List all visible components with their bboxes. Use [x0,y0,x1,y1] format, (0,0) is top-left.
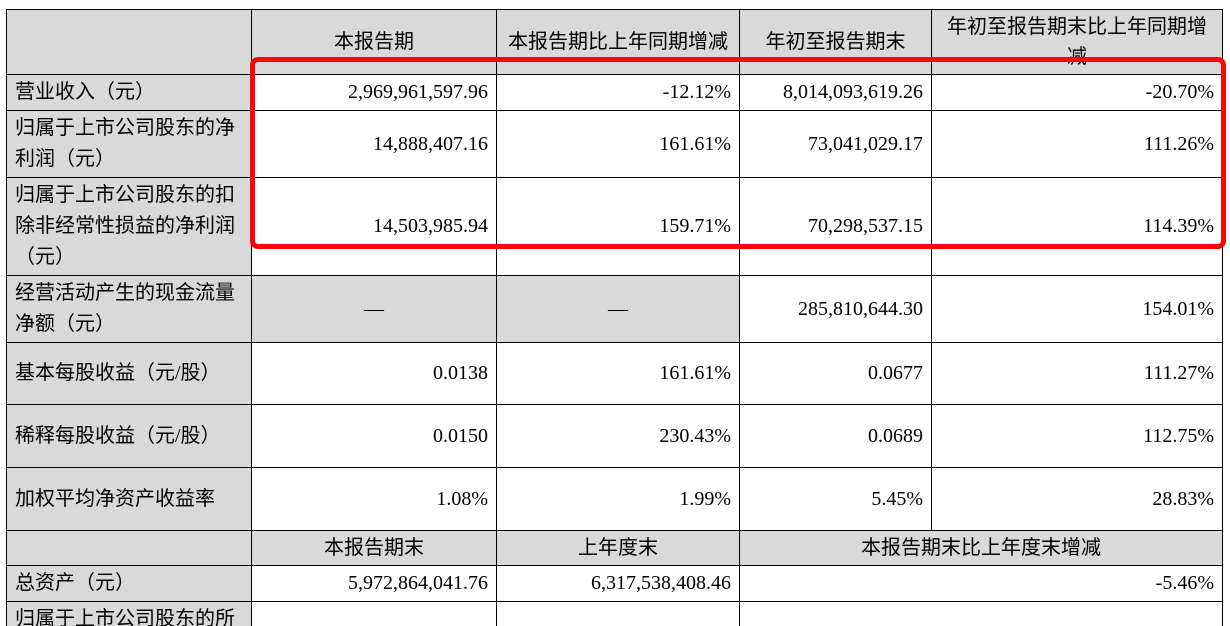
value-period-end: 1,555,023,681.20 [251,601,497,626]
row-label: 归属于上市公司股东的所有者权益（元） [6,601,252,626]
value-ytd-yoy: 28.83% [931,467,1223,531]
value-prev-year-end: 1,481,981,607.33 [496,601,740,626]
value-period-end: 5,972,864,041.76 [251,565,497,602]
table-header-row: 本报告期 本报告期比上年同期增减 年初至报告期末 年初至报告期末比上年同期增减 [6,9,1223,75]
table-subheader-row: 本报告期末 上年度末 本报告期末比上年度末增减 [6,530,1223,566]
subheader-period-end-vs-prev: 本报告期末比上年度末增减 [739,530,1223,566]
row-label: 营业收入（元） [6,74,252,111]
row-label: 经营活动产生的现金流量净额（元） [6,275,252,343]
value-yoy: 230.43% [496,404,740,468]
header-corner-cell [6,9,252,75]
row-label: 加权平均净资产收益率 [6,467,252,531]
header-ytd: 年初至报告期末 [739,9,932,75]
row-label: 稀释每股收益（元/股） [6,404,252,468]
table-row: 归属于上市公司股东的扣除非经常性损益的净利润（元） 14,503,985.94 … [6,177,1223,276]
table-row: 归属于上市公司股东的所有者权益（元） 1,555,023,681.20 1,48… [6,601,1223,626]
value-ytd: 0.0677 [739,342,932,405]
value-ytd: 5.45% [739,467,932,531]
value-yoy: — [496,275,740,343]
value-ytd: 70,298,537.15 [739,177,932,276]
value-current: 0.0138 [251,342,497,405]
value-current: 14,888,407.16 [251,110,497,178]
value-yoy: 159.71% [496,177,740,276]
row-label: 总资产（元） [6,565,252,602]
value-current: 14,503,985.94 [251,177,497,276]
value-ytd-yoy: 154.01% [931,275,1223,343]
header-ytd-yoy: 年初至报告期末比上年同期增减 [931,9,1223,75]
value-ytd-yoy: 111.27% [931,342,1223,405]
row-label: 归属于上市公司股东的净利润（元） [6,110,252,178]
table-row: 营业收入（元） 2,969,961,597.96 -12.12% 8,014,0… [6,74,1223,111]
value-ytd: 0.0689 [739,404,932,468]
value-current: 2,969,961,597.96 [251,74,497,111]
value-ytd: 8,014,093,619.26 [739,74,932,111]
value-change: 4.93% [739,601,1223,626]
table-row: 总资产（元） 5,972,864,041.76 6,317,538,408.46… [6,565,1223,602]
value-current: 1.08% [251,467,497,531]
value-yoy: 1.99% [496,467,740,531]
subheader-corner-cell [6,530,252,566]
value-current: — [251,275,497,343]
table-row: 加权平均净资产收益率 1.08% 1.99% 5.45% 28.83% [6,467,1223,531]
table-row: 基本每股收益（元/股） 0.0138 161.61% 0.0677 111.27… [6,342,1223,405]
value-current: 0.0150 [251,404,497,468]
table-row: 稀释每股收益（元/股） 0.0150 230.43% 0.0689 112.75… [6,404,1223,468]
value-ytd-yoy: 111.26% [931,110,1223,178]
table-row: 经营活动产生的现金流量净额（元） — — 285,810,644.30 154.… [6,275,1223,343]
subheader-prev-year-end: 上年度末 [496,530,740,566]
value-ytd-yoy: 112.75% [931,404,1223,468]
row-label: 基本每股收益（元/股） [6,342,252,405]
value-ytd-yoy: 114.39% [931,177,1223,276]
header-current-period-yoy: 本报告期比上年同期增减 [496,9,740,75]
value-change: -5.46% [739,565,1223,602]
row-label: 归属于上市公司股东的扣除非经常性损益的净利润（元） [6,177,252,276]
value-prev-year-end: 6,317,538,408.46 [496,565,740,602]
value-yoy: -12.12% [496,74,740,111]
value-ytd-yoy: -20.70% [931,74,1223,111]
value-ytd: 285,810,644.30 [739,275,932,343]
table-row: 归属于上市公司股东的净利润（元） 14,888,407.16 161.61% 7… [6,110,1223,178]
subheader-period-end: 本报告期末 [251,530,497,566]
key-financials-table: 本报告期 本报告期比上年同期增减 年初至报告期末 年初至报告期末比上年同期增减 … [6,9,1223,626]
value-ytd: 73,041,029.17 [739,110,932,178]
value-yoy: 161.61% [496,110,740,178]
header-current-period: 本报告期 [251,9,497,75]
value-yoy: 161.61% [496,342,740,405]
